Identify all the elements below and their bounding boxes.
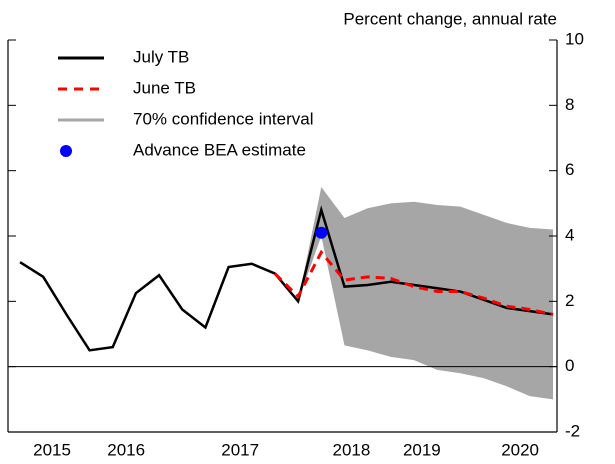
series-line bbox=[273, 249, 554, 316]
x-tick-label: 2015 bbox=[33, 440, 71, 459]
x-tick-label: 2018 bbox=[333, 440, 371, 459]
legend-label: July TB bbox=[133, 47, 189, 66]
legend-label: Advance BEA estimate bbox=[133, 140, 306, 159]
x-tick-label: 2016 bbox=[107, 440, 145, 459]
y-tick-label: -2 bbox=[565, 421, 580, 440]
y-tick-label: 8 bbox=[565, 95, 574, 114]
confidence-band bbox=[298, 187, 554, 400]
legend-label: June TB bbox=[133, 78, 196, 97]
y-tick-label: 10 bbox=[565, 29, 584, 48]
legend-marker bbox=[60, 145, 72, 157]
y-tick-label: 4 bbox=[565, 225, 574, 244]
x-tick-label: 2020 bbox=[501, 440, 539, 459]
y-tick-label: 2 bbox=[565, 291, 574, 310]
data-point bbox=[315, 226, 328, 239]
legend-label: 70% confidence interval bbox=[133, 109, 314, 128]
chart-title: Percent change, annual rate bbox=[343, 9, 557, 28]
y-tick-label: 6 bbox=[565, 160, 574, 179]
x-tick-label: 2017 bbox=[221, 440, 259, 459]
x-tick-label: 2019 bbox=[403, 440, 441, 459]
y-tick-label: 0 bbox=[565, 356, 574, 375]
